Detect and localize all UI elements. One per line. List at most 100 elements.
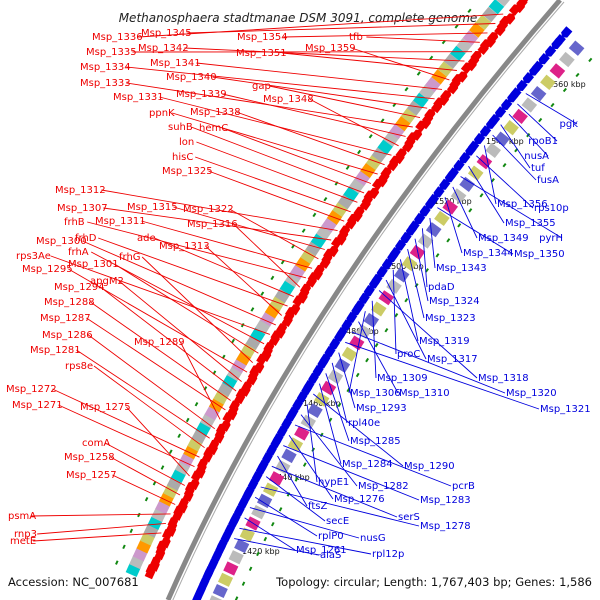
reverse-gene-label: Msp_1319 <box>419 336 470 347</box>
gc-marker <box>575 72 580 78</box>
forward-gene-arrow <box>456 71 468 83</box>
forward-gene-label: Msp_1315 <box>127 202 178 213</box>
reverse-gene-label: secE <box>326 516 349 527</box>
gc-marker <box>129 528 134 534</box>
feature-block <box>239 527 255 542</box>
reverse-gene-label: alaS <box>320 550 341 561</box>
forward-gene-label: Msp_1331 <box>113 92 164 103</box>
forward-leader-line <box>195 156 351 213</box>
forward-leader-line <box>309 98 399 147</box>
forward-gene-arrow <box>253 362 265 374</box>
forward-gene-label: ade <box>137 233 156 244</box>
reverse-leader-line <box>283 445 420 501</box>
gc-marker <box>301 228 306 233</box>
feature-block <box>341 346 358 362</box>
summary-text: Topology: circular; Length: 1,767,403 bp… <box>275 575 592 589</box>
forward-gene-label: Msp_1342 <box>138 43 189 54</box>
forward-leader-line <box>126 66 435 100</box>
forward-gene-label: Msp_1316 <box>187 219 238 230</box>
forward-leader-line <box>191 126 365 194</box>
reverse-gene-label: Msp_1343 <box>436 263 487 274</box>
forward-gene-label: apgM2 <box>90 276 124 287</box>
feature-block <box>485 142 502 159</box>
forward-leader-line <box>269 85 421 119</box>
reverse-leader-line <box>525 93 578 125</box>
backbone-shadow <box>172 1 565 600</box>
forward-leader-line <box>351 47 450 81</box>
reverse-gene-label: rpl40e <box>348 418 380 429</box>
reverse-gene-label: Msp_1318 <box>478 373 529 384</box>
feature-block <box>255 319 271 335</box>
gc-marker <box>177 433 182 439</box>
feature-block <box>456 38 473 54</box>
gc-marker <box>115 560 119 565</box>
forward-gene-label: Msp_1287 <box>40 313 91 324</box>
gc-marker <box>194 401 199 407</box>
reverse-gene-label: hypE1 <box>318 477 349 488</box>
reverse-leader-line <box>351 331 506 394</box>
reverse-gene-label: Msp_1356 <box>497 199 548 210</box>
forward-gene-label: tfb <box>349 32 363 43</box>
feature-block <box>321 217 338 233</box>
reverse-leader-line <box>399 259 419 342</box>
feature-block <box>488 0 505 15</box>
feature-block <box>240 342 257 358</box>
forward-leader-line <box>33 532 162 542</box>
gc-marker <box>256 551 260 557</box>
reverse-gene-label: rps10p <box>534 203 569 214</box>
reverse-leader-line <box>500 124 531 169</box>
reverse-leader-line <box>421 228 428 288</box>
gc-marker <box>263 536 268 542</box>
forward-gene-label: Msp_1345 <box>141 28 192 39</box>
feature-block <box>540 74 556 90</box>
reverse-leader-line <box>378 290 478 379</box>
feature-block <box>394 115 411 132</box>
feature-block <box>320 380 337 396</box>
gc-marker <box>538 117 543 123</box>
forward-gene-label: Msp_1354 <box>237 32 288 43</box>
reverse-gene-label: Msp_1323 <box>425 313 476 324</box>
forward-leader-line <box>222 93 406 137</box>
feature-block <box>400 108 417 124</box>
feature-block <box>348 335 365 351</box>
feature-block <box>443 53 460 69</box>
feature-block <box>213 389 229 405</box>
reverse-leader-line <box>325 373 350 442</box>
forward-gene-label: Msp_1338 <box>190 107 241 118</box>
feature-block <box>434 210 450 226</box>
reverse-leader-line <box>476 155 534 209</box>
reverse-leader-line <box>407 248 425 319</box>
feature-block <box>269 295 286 311</box>
reverse-gene-label: Msp_1320 <box>506 388 557 399</box>
forward-leader-line <box>100 286 237 392</box>
gc-marker <box>241 581 246 586</box>
reverse-leader-line <box>239 527 372 555</box>
feature-block <box>494 131 510 147</box>
feature-block <box>365 155 382 171</box>
forward-leader-line <box>184 47 465 62</box>
reverse-gene-label: Msp_1309 <box>377 373 428 384</box>
forward-gene-label: hisC <box>172 152 193 163</box>
forward-gene-arrow <box>503 13 516 25</box>
feature-block <box>300 248 316 264</box>
forward-leader-line <box>208 170 345 222</box>
forward-gene-label: Msp_1322 <box>183 204 234 215</box>
feature-block <box>212 583 228 599</box>
reverse-gene-label: fusA <box>537 175 559 186</box>
forward-gene-label: Msp_1288 <box>44 297 95 308</box>
forward-leader-line <box>101 189 338 232</box>
reverse-leader-line <box>385 279 427 360</box>
forward-leader-line <box>187 23 496 34</box>
reverse-gene-label: Msp_1355 <box>505 218 556 229</box>
feature-block <box>236 350 252 366</box>
feature-block <box>313 392 330 407</box>
reverse-leader-line <box>392 269 397 355</box>
tick-label: 1520 kbp <box>434 197 472 206</box>
forward-gene-label: Msp_1359 <box>305 43 356 54</box>
forward-leader-line <box>233 223 301 288</box>
forward-gene-label: lon <box>179 137 194 148</box>
gc-marker <box>380 118 385 123</box>
forward-gene-label: Msp_1336 <box>92 32 143 43</box>
reverse-leader-line <box>271 465 398 518</box>
forward-gene-label: hemC <box>199 123 228 134</box>
